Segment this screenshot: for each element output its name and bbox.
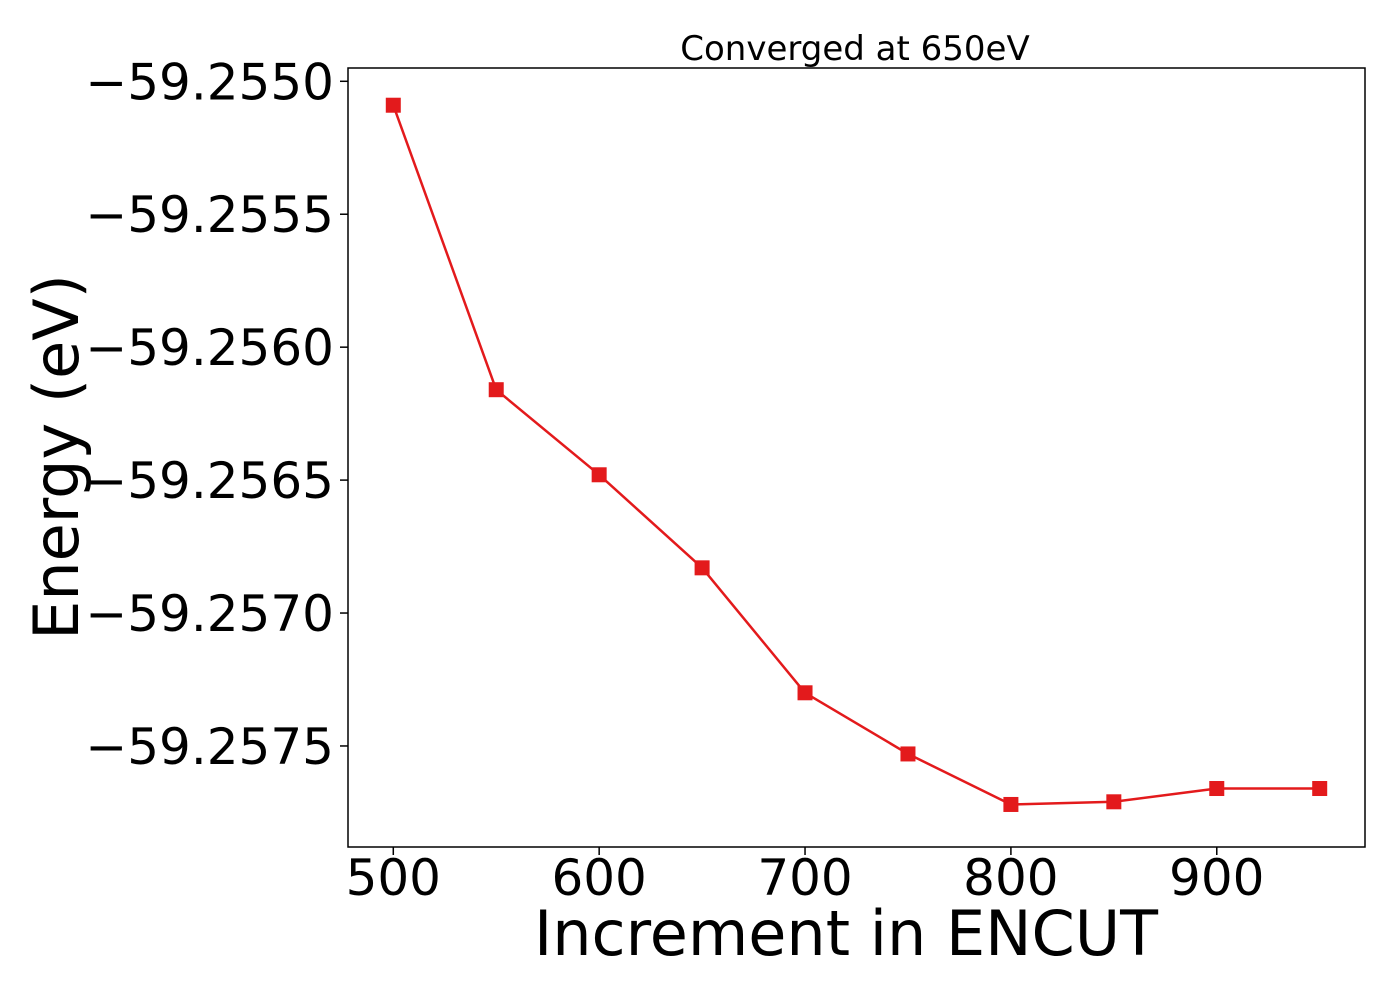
x-tick-label: 900 <box>1169 849 1264 907</box>
data-point-marker <box>1312 781 1328 797</box>
data-point-marker <box>694 560 710 576</box>
y-tick-label: −59.2565 <box>85 452 334 510</box>
x-tick-label: 700 <box>757 849 852 907</box>
plot-frame <box>347 67 1366 848</box>
data-point-marker <box>900 746 916 762</box>
y-tick-label: −59.2570 <box>85 585 334 643</box>
data-point-marker <box>488 382 504 398</box>
y-tick-label: −59.2550 <box>85 53 334 111</box>
y-tick-label: −59.2575 <box>85 718 334 776</box>
y-axis-label: Energy (eV) <box>20 274 93 640</box>
data-point-marker <box>385 97 401 113</box>
data-point-marker <box>1003 796 1019 812</box>
data-point-marker <box>797 685 813 701</box>
data-point-marker <box>1106 794 1122 810</box>
data-point-marker <box>1209 781 1225 797</box>
y-tick-label: −59.2560 <box>85 319 334 377</box>
series-line <box>392 104 1320 806</box>
axis-ticks: 500 600 700 800 900 −59.2550 −59.2555 −59.2560 −… <box>85 53 1264 907</box>
x-tick-label: 500 <box>346 849 441 907</box>
chart-title: Converged at 650eV <box>680 29 1029 69</box>
x-tick-label: 600 <box>551 849 646 907</box>
plot-area <box>347 67 1366 848</box>
x-tick-label: 800 <box>963 849 1058 907</box>
data-point-marker <box>591 467 607 483</box>
x-axis-label: Increment in ENCUT <box>534 897 1159 970</box>
y-tick-label: −59.2555 <box>85 186 334 244</box>
